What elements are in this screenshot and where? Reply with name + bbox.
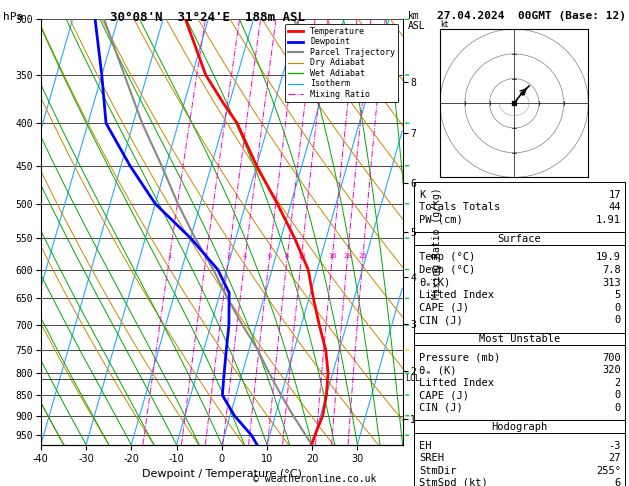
Text: -3: -3	[608, 441, 621, 451]
Text: 3: 3	[226, 253, 231, 259]
Text: Pressure (mb): Pressure (mb)	[419, 353, 500, 363]
Text: 16: 16	[328, 253, 337, 259]
Text: 7.8: 7.8	[602, 265, 621, 275]
Text: Mixing Ratio (g/kg): Mixing Ratio (g/kg)	[432, 187, 442, 299]
Text: 20: 20	[343, 253, 352, 259]
Text: Lifted Index: Lifted Index	[419, 290, 494, 300]
Text: 44: 44	[608, 202, 621, 212]
Text: 17: 17	[608, 190, 621, 200]
X-axis label: Dewpoint / Temperature (°C): Dewpoint / Temperature (°C)	[142, 469, 302, 479]
Text: 1: 1	[167, 253, 172, 259]
Text: CAPE (J): CAPE (J)	[419, 303, 469, 312]
Legend: Temperature, Dewpoint, Parcel Trajectory, Dry Adiabat, Wet Adiabat, Isotherm, Mi: Temperature, Dewpoint, Parcel Trajectory…	[285, 24, 398, 102]
Text: 320: 320	[602, 365, 621, 375]
Text: StmDir: StmDir	[419, 466, 457, 476]
Text: hPa: hPa	[3, 12, 23, 22]
Text: EH: EH	[419, 441, 431, 451]
Text: Surface: Surface	[498, 234, 541, 243]
Text: 8: 8	[285, 253, 289, 259]
Text: SREH: SREH	[419, 453, 444, 463]
Text: 25: 25	[359, 253, 367, 259]
Text: 0: 0	[615, 315, 621, 325]
Text: Totals Totals: Totals Totals	[419, 202, 500, 212]
Text: CIN (J): CIN (J)	[419, 403, 463, 413]
Text: θₑ(K): θₑ(K)	[419, 278, 450, 288]
Text: 2: 2	[615, 378, 621, 388]
Text: 0: 0	[615, 303, 621, 312]
Text: 0: 0	[615, 403, 621, 413]
Text: 2: 2	[204, 253, 208, 259]
Text: StmSpd (kt): StmSpd (kt)	[419, 478, 487, 486]
Text: 6: 6	[267, 253, 272, 259]
Text: 313: 313	[602, 278, 621, 288]
Text: 27.04.2024  00GMT (Base: 12): 27.04.2024 00GMT (Base: 12)	[437, 11, 626, 21]
Text: 27: 27	[608, 453, 621, 463]
Text: 255°: 255°	[596, 466, 621, 476]
Text: Lifted Index: Lifted Index	[419, 378, 494, 388]
Text: K: K	[419, 190, 425, 200]
Text: km
ASL: km ASL	[408, 11, 425, 32]
Text: 5: 5	[615, 290, 621, 300]
Text: Hodograph: Hodograph	[491, 422, 547, 432]
Text: 1.91: 1.91	[596, 215, 621, 225]
Text: 0: 0	[615, 390, 621, 400]
Text: θₑ (K): θₑ (K)	[419, 365, 457, 375]
Text: 4: 4	[243, 253, 247, 259]
Text: Dewp (°C): Dewp (°C)	[419, 265, 475, 275]
Text: PW (cm): PW (cm)	[419, 215, 463, 225]
Text: 10: 10	[297, 253, 306, 259]
Text: Most Unstable: Most Unstable	[479, 334, 560, 344]
Text: CAPE (J): CAPE (J)	[419, 390, 469, 400]
Text: 700: 700	[602, 353, 621, 363]
Text: Temp (°C): Temp (°C)	[419, 253, 475, 262]
Text: 6: 6	[615, 478, 621, 486]
Text: © weatheronline.co.uk: © weatheronline.co.uk	[253, 474, 376, 484]
Text: 19.9: 19.9	[596, 253, 621, 262]
Text: 30°08'N  31°24'E  188m ASL: 30°08'N 31°24'E 188m ASL	[110, 11, 305, 24]
Text: LCL: LCL	[405, 374, 420, 383]
Text: kt: kt	[440, 20, 448, 29]
Text: CIN (J): CIN (J)	[419, 315, 463, 325]
